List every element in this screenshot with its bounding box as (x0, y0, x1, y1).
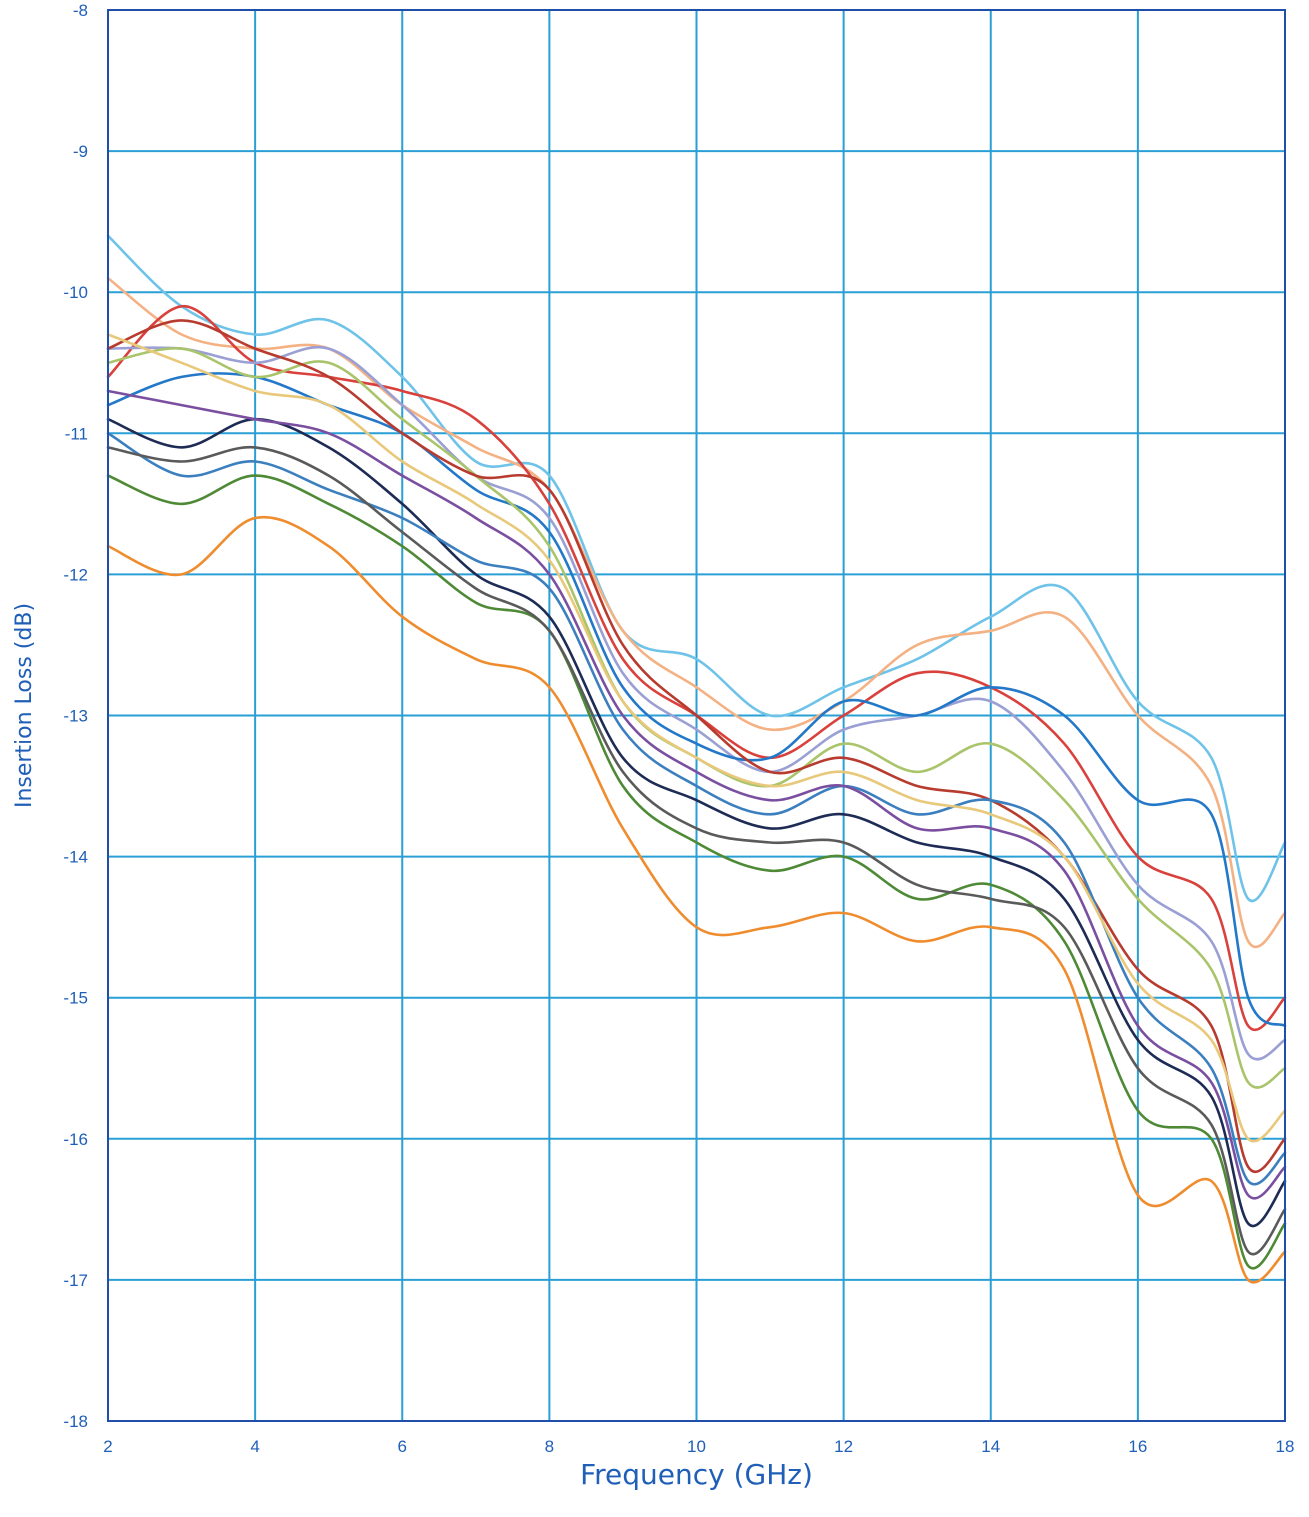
y-tick-label: -9 (73, 142, 88, 161)
y-tick-label: -16 (63, 1130, 88, 1149)
x-tick-label: 2 (103, 1437, 112, 1456)
y-tick-label: -8 (73, 1, 88, 20)
series-line-13 (106, 333, 1287, 1143)
series-line-10 (106, 474, 1287, 1270)
plot-frame (107, 9, 1286, 1422)
y-tick-label: -17 (63, 1271, 88, 1290)
series-line-1 (106, 234, 1287, 903)
series-line-7 (106, 417, 1287, 1228)
series-lines (106, 234, 1287, 1284)
series-line-8 (106, 319, 1287, 1173)
series-line-3 (106, 304, 1287, 1031)
series-line-12 (106, 389, 1287, 1200)
x-axis-title: Frequency (GHz) (580, 1458, 813, 1491)
y-tick-label: -10 (63, 283, 88, 302)
y-tick-label: -12 (63, 565, 88, 584)
y-tick-label: -14 (63, 848, 88, 867)
y-axis-title: Insertion Loss (dB) (12, 603, 37, 808)
y-tick-labels: -8 -9 -10 -11 -12 -13 -14 -15 -16 -17 -18 (63, 1, 88, 1431)
y-tick-label: -18 (63, 1412, 88, 1431)
y-tick-label: -11 (65, 424, 88, 443)
x-tick-label: 16 (1128, 1437, 1147, 1456)
x-tick-label: 8 (545, 1437, 554, 1456)
y-tick-label: -13 (63, 707, 88, 726)
series-line-14 (106, 445, 1287, 1256)
series-line-6 (106, 347, 1287, 1089)
x-tick-label: 4 (250, 1437, 259, 1456)
y-tick-label: -15 (63, 989, 88, 1008)
x-tick-label: 6 (398, 1437, 407, 1456)
series-line-11 (106, 432, 1287, 1186)
series-line-9 (106, 515, 1287, 1284)
x-tick-label: 14 (981, 1437, 1000, 1456)
x-tick-label: 12 (834, 1437, 853, 1456)
x-tick-label: 10 (687, 1437, 706, 1456)
x-tick-labels: 2 4 6 8 10 12 14 16 18 (103, 1437, 1294, 1456)
x-tick-label: 18 (1276, 1437, 1295, 1456)
